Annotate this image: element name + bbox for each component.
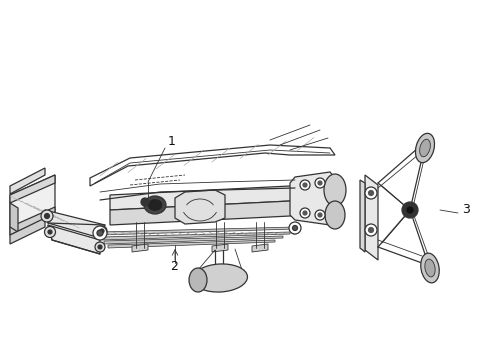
Circle shape <box>41 210 53 222</box>
Polygon shape <box>252 244 268 252</box>
Circle shape <box>97 226 107 236</box>
Circle shape <box>368 190 373 195</box>
Polygon shape <box>108 240 275 248</box>
Circle shape <box>368 228 373 233</box>
Circle shape <box>318 181 322 185</box>
Polygon shape <box>10 168 45 194</box>
Text: 3: 3 <box>462 203 470 216</box>
Polygon shape <box>132 244 148 252</box>
Circle shape <box>300 180 310 190</box>
Circle shape <box>45 226 55 238</box>
Polygon shape <box>10 207 55 235</box>
Ellipse shape <box>419 139 430 157</box>
Circle shape <box>407 207 413 213</box>
Polygon shape <box>360 180 365 252</box>
Text: 2: 2 <box>170 260 178 273</box>
Polygon shape <box>212 244 228 252</box>
Ellipse shape <box>144 196 166 214</box>
Circle shape <box>303 211 307 215</box>
Circle shape <box>48 230 52 234</box>
Polygon shape <box>102 232 290 240</box>
Circle shape <box>315 178 325 188</box>
Ellipse shape <box>325 201 345 229</box>
Polygon shape <box>290 172 335 225</box>
Circle shape <box>365 187 377 199</box>
Circle shape <box>293 225 297 230</box>
Circle shape <box>315 210 325 220</box>
Circle shape <box>100 229 104 233</box>
Ellipse shape <box>421 253 439 283</box>
Circle shape <box>45 213 49 219</box>
Polygon shape <box>10 175 55 235</box>
Text: 1: 1 <box>168 135 176 148</box>
Circle shape <box>300 208 310 218</box>
Polygon shape <box>104 236 283 244</box>
Polygon shape <box>45 210 105 238</box>
Circle shape <box>402 202 418 218</box>
Circle shape <box>98 245 102 249</box>
Circle shape <box>95 242 105 252</box>
Circle shape <box>303 183 307 187</box>
Ellipse shape <box>189 268 207 292</box>
Polygon shape <box>48 225 100 254</box>
Ellipse shape <box>324 174 346 206</box>
Circle shape <box>318 213 322 217</box>
Ellipse shape <box>193 264 247 292</box>
Circle shape <box>93 226 107 240</box>
Circle shape <box>289 222 301 234</box>
Ellipse shape <box>148 199 162 211</box>
Circle shape <box>97 230 103 236</box>
Polygon shape <box>110 200 310 225</box>
Polygon shape <box>175 190 225 224</box>
Polygon shape <box>10 218 45 244</box>
Polygon shape <box>10 175 55 203</box>
Circle shape <box>365 224 377 236</box>
Ellipse shape <box>425 259 435 277</box>
Polygon shape <box>110 185 310 210</box>
Ellipse shape <box>416 133 435 163</box>
Circle shape <box>141 198 149 206</box>
Polygon shape <box>365 175 378 260</box>
Polygon shape <box>100 227 295 235</box>
Polygon shape <box>10 203 18 232</box>
